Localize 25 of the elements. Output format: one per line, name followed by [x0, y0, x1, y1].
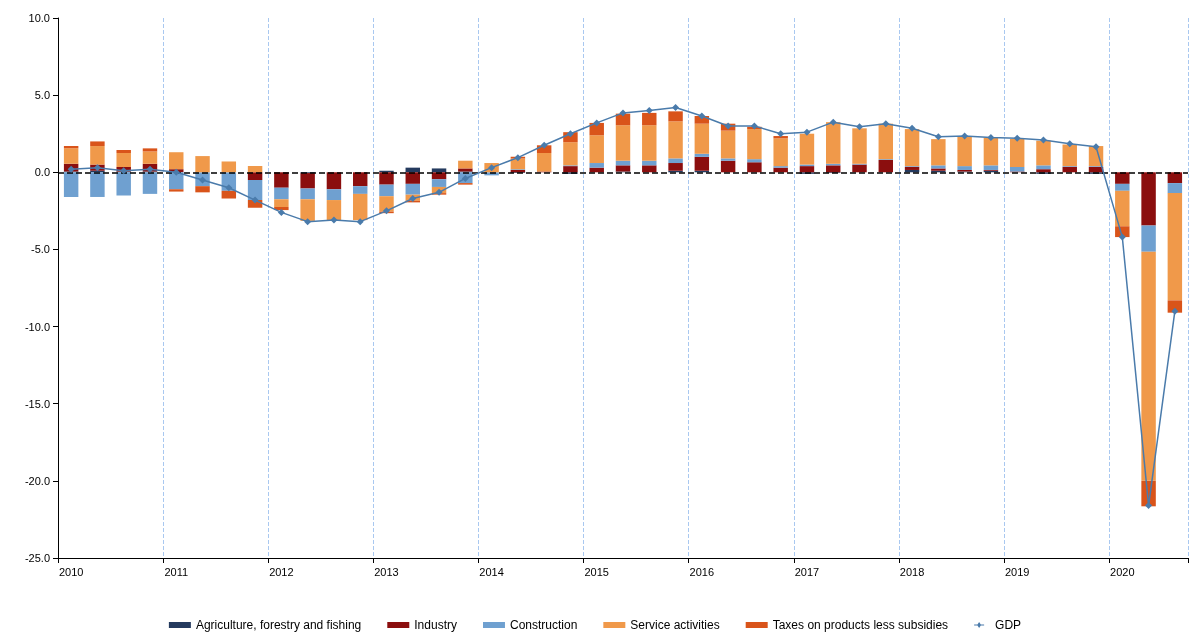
x-tick-label: 2017: [794, 565, 820, 578]
y-tick-label: -15.0: [24, 397, 50, 410]
legend-label: Taxes on products less subsidies: [772, 618, 949, 632]
x-tick-label: 2016: [689, 565, 715, 578]
legend-label: Service activities: [630, 618, 720, 632]
x-tick-label: 2010: [58, 565, 84, 578]
x-tick-label: 2015: [584, 565, 609, 578]
legend-label: Agriculture, forestry and fishing: [195, 618, 362, 632]
legend-label: Construction: [509, 618, 578, 632]
legend-label: Industry: [414, 618, 457, 632]
x-tick-label: 2013: [374, 565, 399, 578]
y-tick-label: -5.0: [31, 243, 50, 256]
y-tick-label: 10.0: [28, 12, 50, 24]
x-tick-label: 2018: [899, 565, 925, 578]
x-tick-label: 2020: [1110, 565, 1135, 578]
y-tick-label: -20.0: [24, 474, 50, 487]
x-tick-label: 2011: [164, 565, 189, 578]
x-tick-label: 2019: [1004, 565, 1030, 578]
x-tick-label: 2012: [269, 565, 294, 578]
y-tick-label: -25.0: [24, 552, 50, 564]
y-tick-label: -10.0: [24, 320, 50, 333]
x-tick-label: 2014: [479, 565, 504, 578]
y-tick-label: 5.0: [34, 89, 50, 102]
legend-label: GDP: [995, 618, 1022, 632]
y-tick-label: 0.0: [34, 166, 50, 179]
